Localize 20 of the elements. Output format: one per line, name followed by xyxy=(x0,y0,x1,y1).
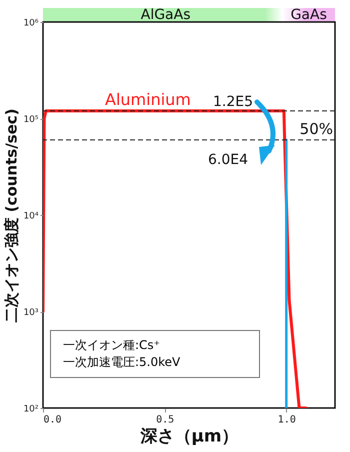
y-tick-label: 10⁵ xyxy=(23,115,39,125)
annotation: 一次イオン種:Cs⁺ xyxy=(63,337,162,354)
y-tick-label: 10⁴ xyxy=(23,212,39,222)
note-box: 一次イオン種:Cs⁺ 一次加速電圧:5.0keV xyxy=(50,330,260,378)
y-tick-label: 10² xyxy=(23,404,39,414)
x-tick-label: 0.0 xyxy=(44,414,62,426)
annotation: 50% xyxy=(300,120,333,138)
annotation: 一次加速電圧:5.0keV xyxy=(63,354,182,371)
series-label: Aluminium xyxy=(105,90,191,109)
y-tick-label: 10³ xyxy=(23,308,39,318)
header-strip: AlGaAs GaAs xyxy=(43,8,335,22)
annotation: GaAs xyxy=(290,6,327,24)
x-axis-title: 深さ（μm） xyxy=(139,426,239,446)
x-tick-label: 1.0 xyxy=(278,414,296,426)
annotation: AlGaAs xyxy=(140,6,191,24)
ref-line-label: 1.2E5 xyxy=(212,94,253,110)
x-tick-label: 0.5 xyxy=(156,414,174,426)
y-tick-label: 10⁶ xyxy=(23,18,39,28)
y-axis-title: 二次イオン強度 (counts/sec) xyxy=(2,108,20,323)
ref-line-label: 6.0E4 xyxy=(208,152,248,168)
